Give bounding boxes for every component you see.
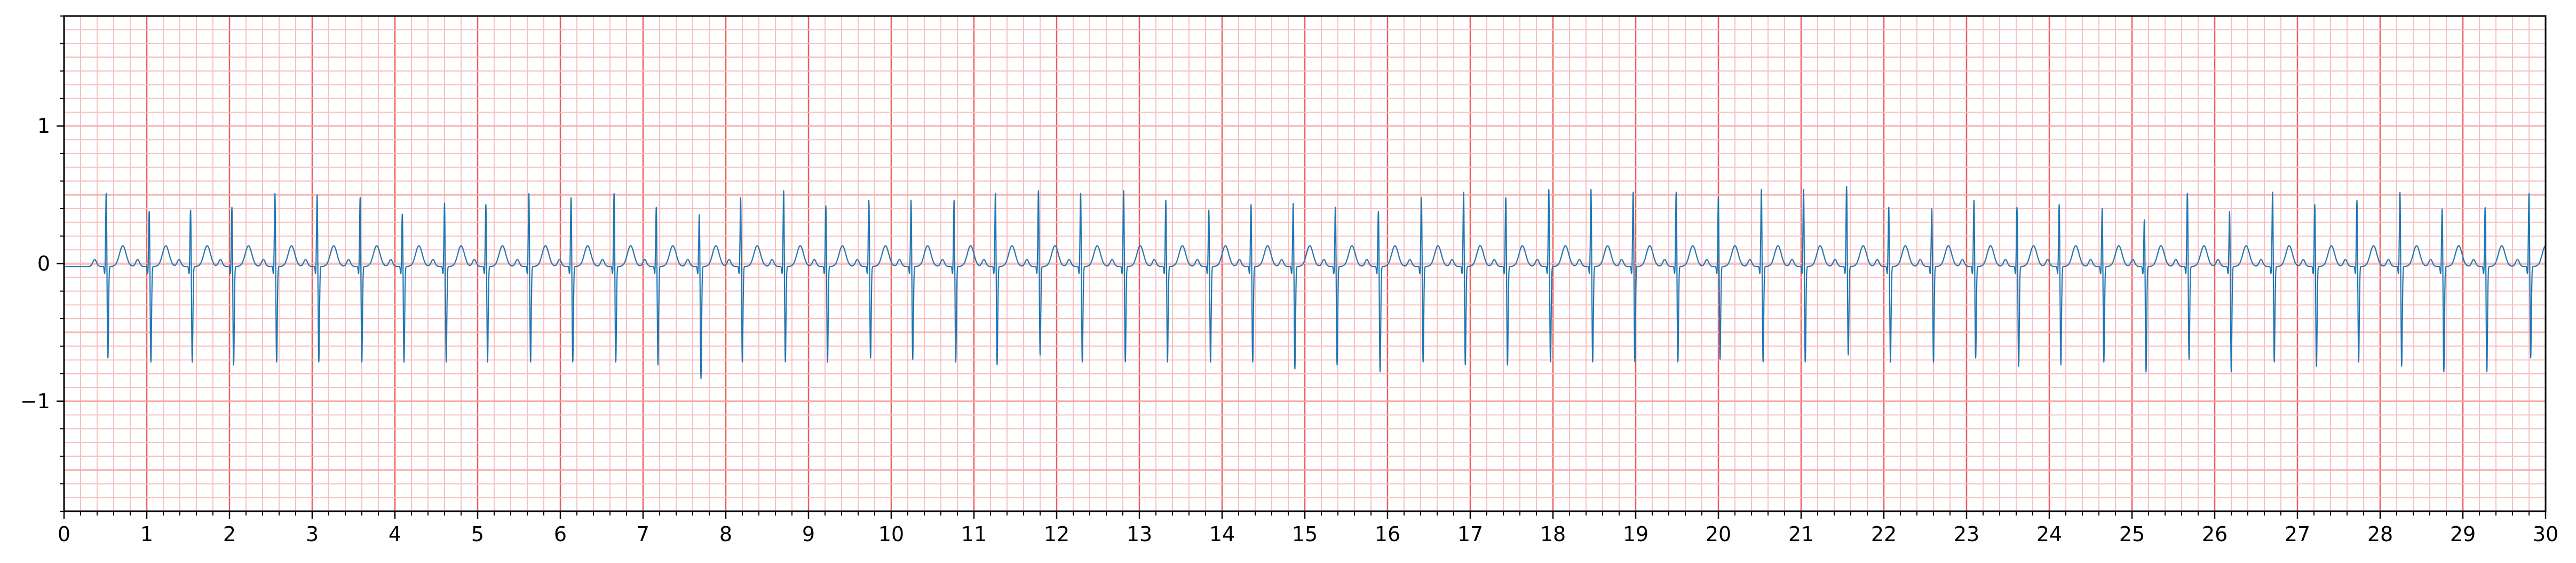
x-tick-labels: 0 1 2 3 4 5 6 7 8 9 10 11 12 13 14 15 16 17 18 19 20 21 22 23 24… xyxy=(58,522,2558,546)
x-tick-label: 3 xyxy=(306,522,319,546)
x-tick-label: 9 xyxy=(802,522,815,546)
ecg-series xyxy=(64,186,2546,379)
x-tick-label: 16 xyxy=(1375,522,1400,546)
x-tick-label: 7 xyxy=(637,522,649,546)
y-tick-label: −1 xyxy=(20,390,50,413)
tick-marks xyxy=(57,15,2547,519)
x-tick-label: 8 xyxy=(719,522,732,546)
x-tick-label: 30 xyxy=(2533,522,2558,546)
x-tick-label: 6 xyxy=(554,522,567,546)
y-tick-labels: −1 0 1 xyxy=(20,114,50,413)
x-tick-label: 19 xyxy=(1623,522,1648,546)
x-tick-label: 13 xyxy=(1127,522,1152,546)
x-tick-label: 28 xyxy=(2367,522,2393,546)
x-tick-label: 26 xyxy=(2202,522,2228,546)
x-tick-label: 22 xyxy=(1871,522,1897,546)
x-tick-label: 21 xyxy=(1788,522,1814,546)
x-tick-label: 11 xyxy=(961,522,987,546)
x-tick-label: 18 xyxy=(1540,522,1566,546)
grid xyxy=(63,15,2547,512)
x-tick-label: 14 xyxy=(1209,522,1235,546)
x-tick-label: 23 xyxy=(1954,522,1979,546)
x-tick-label: 20 xyxy=(1706,522,1731,546)
x-tick-label: 1 xyxy=(140,522,153,546)
x-tick-label: 29 xyxy=(2450,522,2476,546)
x-tick-label: 0 xyxy=(58,522,70,546)
x-tick-label: 15 xyxy=(1292,522,1318,546)
x-tick-label: 12 xyxy=(1044,522,1069,546)
y-tick-label: 1 xyxy=(37,114,50,138)
ecg-trace xyxy=(64,186,2546,379)
x-tick-label: 10 xyxy=(878,522,904,546)
x-tick-label: 17 xyxy=(1457,522,1483,546)
x-tick-label: 2 xyxy=(223,522,236,546)
x-tick-label: 5 xyxy=(471,522,484,546)
x-tick-label: 25 xyxy=(2119,522,2145,546)
y-tick-label: 0 xyxy=(37,252,50,275)
x-tick-label: 27 xyxy=(2285,522,2310,546)
x-tick-label: 4 xyxy=(389,522,401,546)
x-tick-label: 24 xyxy=(2036,522,2062,546)
